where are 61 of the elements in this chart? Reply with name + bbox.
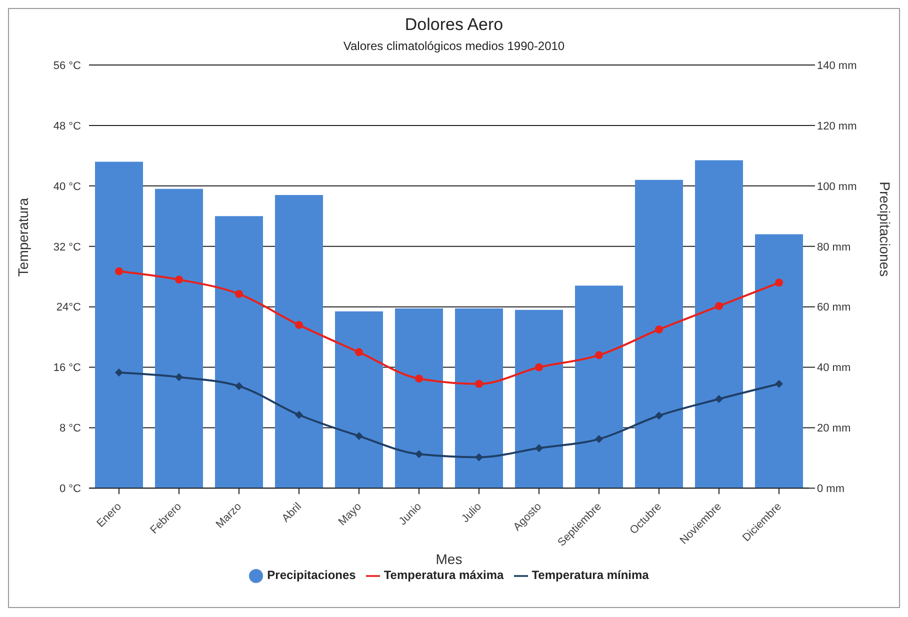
bar [335,311,383,488]
y2-tick-label: 60 mm [817,302,851,314]
legend-label: Precipitaciones [267,568,356,582]
point [175,373,183,382]
bar [215,216,263,488]
bar [635,180,683,488]
y2-tick-label: 100 mm [817,180,857,193]
legend-label: Temperatura mínima [532,568,649,582]
y-tick-label: 24°C [56,302,82,314]
point [415,374,423,383]
bar [515,310,563,488]
point [655,412,663,420]
point [775,380,783,388]
y-tick-label: 16 °C [53,362,82,374]
point [475,380,483,388]
point [535,444,543,452]
point [475,453,483,462]
point [415,450,423,458]
x-axis-title: Mes [436,551,462,568]
y2-tick-label: 120 mm [817,120,857,132]
point [295,320,303,329]
y2-tick-label: 140 mm [817,60,857,72]
bar [695,160,743,488]
chart-subtitle: Valores climatológicos medios 1990-2010 [342,39,566,53]
y2-tick-label: 0 mm [817,483,844,496]
point [115,267,123,276]
point [595,435,603,444]
point [775,278,783,287]
point [235,290,243,298]
point [535,363,543,372]
bar [455,308,503,488]
legend-label: Temperatura máxima [384,568,504,582]
y-tick-label: 8 °C [59,422,82,435]
chart-title: Dolores Aero [404,15,504,35]
bar [395,308,443,488]
y-tick-label: 40 °C [53,180,82,193]
bar [155,188,203,488]
y-tick-label: 0 °C [59,483,82,496]
point [655,325,663,334]
point [715,302,723,310]
point [175,276,183,284]
point [115,368,123,377]
bar [575,286,623,488]
y-tick-label: 56 °C [53,60,82,72]
bar [95,162,143,488]
y2-tick-label: 20 mm [817,422,851,435]
y2-axis-title: Precipitaciones [877,182,894,277]
x-tick-label: Julio [459,500,484,526]
point [235,382,243,390]
point [715,395,723,404]
bar [755,234,803,488]
y2-tick-label: 40 mm [817,362,851,374]
y-axis-title: Temperatura [14,198,31,277]
y-tick-label: 48 °C [53,120,82,132]
point [355,348,363,356]
bar [275,194,323,488]
y-tick-label: 32 °C [53,241,82,254]
point [595,351,603,360]
point [355,432,363,440]
y2-tick-label: 80 mm [817,241,851,254]
point [295,410,303,419]
